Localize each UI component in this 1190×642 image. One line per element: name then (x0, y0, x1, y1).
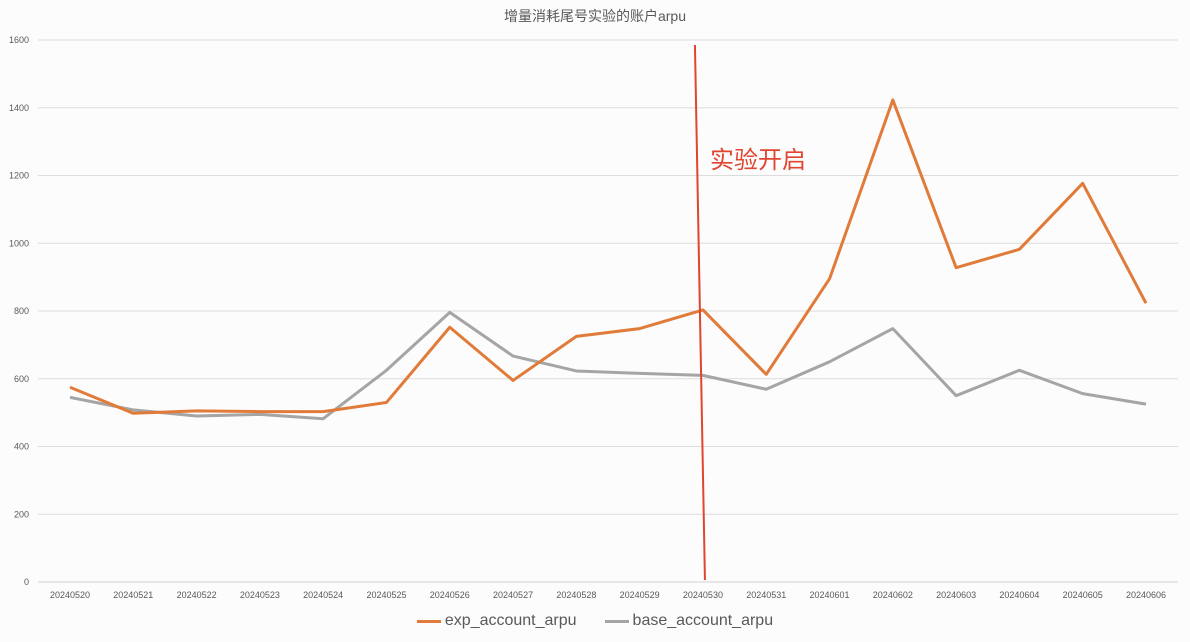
legend-item-exp[interactable]: exp_account_arpu (416, 612, 577, 630)
experiment-start-line (693, 44, 706, 581)
chart-title: 增量消耗尾号实验的账户arpu (503, 8, 687, 24)
y-tick-label: 400 (14, 442, 29, 452)
legend: exp_account_arpu base_account_arpu (0, 612, 1190, 630)
y-tick-label: 1600 (9, 35, 29, 45)
legend-swatch-exp (416, 619, 441, 623)
x-tick-label: 20240604 (999, 590, 1039, 600)
x-tick-label: 20240525 (366, 590, 406, 600)
legend-label-base: base_account_arpu (632, 612, 774, 629)
series-lines (69, 98, 1148, 421)
x-tick-label: 20240524 (303, 590, 343, 600)
x-axis-ticks: 20240520 20240521 20240522 20240523 20240524… (50, 590, 1166, 600)
series-line-base-account-arpu (69, 310, 1147, 421)
x-tick-label: 20240522 (177, 590, 217, 600)
y-tick-label: 200 (14, 509, 29, 519)
x-tick-label: 20240523 (240, 590, 280, 600)
x-tick-label: 20240605 (1063, 590, 1103, 600)
y-tick-label: 0 (24, 577, 29, 587)
x-tick-label: 20240529 (620, 590, 660, 600)
y-tick-label: 800 (14, 306, 29, 316)
x-tick-label: 20240521 (113, 590, 153, 600)
x-tick-label: 20240530 (683, 590, 723, 600)
y-tick-label: 1000 (9, 238, 29, 248)
legend-item-base[interactable]: base_account_arpu (604, 612, 774, 630)
y-axis-ticks: 0 200 400 600 800 1000 1200 1400 1600 (9, 35, 29, 587)
y-tick-label: 600 (14, 374, 29, 384)
x-tick-label: 20240528 (556, 590, 596, 600)
x-tick-label: 20240527 (493, 590, 533, 600)
y-tick-label: 1400 (9, 103, 29, 113)
y-tick-label: 1200 (9, 171, 29, 181)
x-tick-label: 20240526 (430, 590, 470, 600)
x-tick-label: 20240603 (936, 590, 976, 600)
x-tick-label: 20240601 (810, 590, 850, 600)
legend-label-exp: exp_account_arpu (444, 612, 577, 629)
series-line-exp-account-arpu (69, 98, 1148, 415)
x-tick-label: 20240531 (746, 590, 786, 600)
x-tick-label: 20240602 (873, 590, 913, 600)
experiment-start-label: 实验开启 (710, 147, 806, 174)
legend-swatch-base (604, 619, 629, 623)
x-tick-label: 20240520 (50, 590, 90, 600)
x-tick-label: 20240606 (1126, 590, 1166, 600)
gridlines (38, 39, 1178, 583)
